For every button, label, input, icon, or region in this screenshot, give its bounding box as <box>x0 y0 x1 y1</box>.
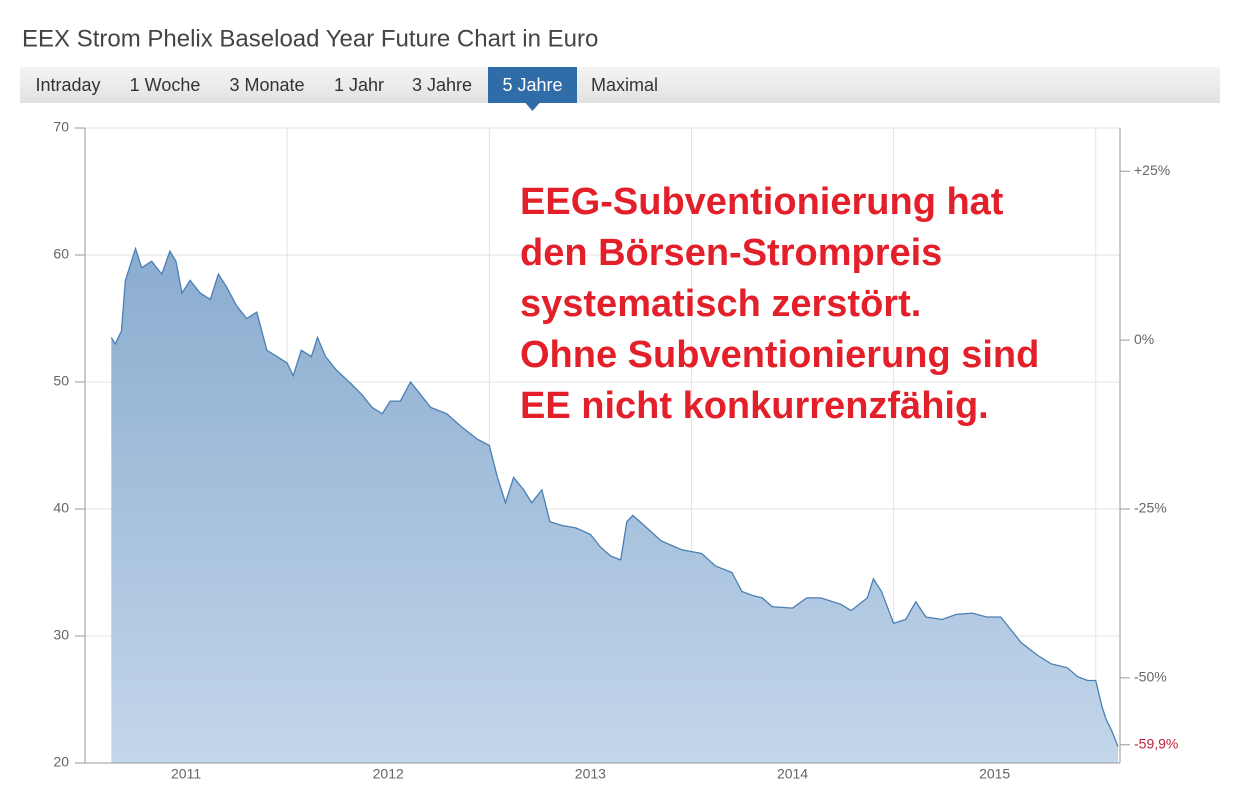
y2-tick-label: -50% <box>1134 669 1167 685</box>
x-tick-label: 2015 <box>979 766 1010 782</box>
tab-active-bg <box>488 67 577 103</box>
y-tick-label: 30 <box>53 627 69 643</box>
tab-bar <box>20 67 1220 103</box>
y-tick-label: 40 <box>53 500 69 516</box>
tab-label: 1 Jahr <box>334 75 384 95</box>
y-tick-label: 70 <box>53 119 69 135</box>
tab-label: 5 Jahre <box>502 75 562 95</box>
x-tick-label: 2014 <box>777 766 808 782</box>
tab-pointer <box>525 103 540 111</box>
tab-label: 3 Jahre <box>412 75 472 95</box>
y2-tick-label: -25% <box>1134 500 1167 516</box>
last-value-label: -59,9% <box>1134 735 1178 751</box>
annotation-line: systematisch zerstört. <box>520 283 921 325</box>
area <box>111 248 1119 764</box>
tab[interactable]: Intraday <box>35 75 100 95</box>
annotation-line: den Börsen-Strompreis <box>520 232 942 274</box>
tab[interactable]: Maximal <box>591 75 658 95</box>
annotation-line: EEG-Subventionierung hat <box>520 181 1004 223</box>
chart-title: EEX Strom Phelix Baseload Year Future Ch… <box>22 25 598 52</box>
tab-label: Intraday <box>35 75 100 95</box>
y-tick-label: 60 <box>53 246 69 262</box>
x-tick-label: 2011 <box>171 766 201 782</box>
y2-tick-label: 0% <box>1134 331 1154 347</box>
tab[interactable]: 3 Monate <box>229 75 304 95</box>
tab-label: 3 Monate <box>229 75 304 95</box>
annotation-line: Ohne Subventionierung sind <box>520 334 1039 376</box>
tab[interactable]: 1 Woche <box>130 75 201 95</box>
y-tick-label: 50 <box>53 373 69 389</box>
tab[interactable]: 3 Jahre <box>412 75 472 95</box>
tab[interactable]: 5 Jahre <box>488 67 577 111</box>
tab-label: 1 Woche <box>130 75 201 95</box>
tab[interactable]: 1 Jahr <box>334 75 384 95</box>
tab-label: Maximal <box>591 75 658 95</box>
x-tick-label: 2013 <box>575 766 606 782</box>
line <box>110 246 1119 747</box>
y2-tick-label: +25% <box>1134 162 1170 178</box>
x-tick-label: 2012 <box>373 766 404 782</box>
annotation-line: EE nicht konkurrenzfähig. <box>520 385 989 427</box>
y-tick-label: 20 <box>53 754 69 770</box>
